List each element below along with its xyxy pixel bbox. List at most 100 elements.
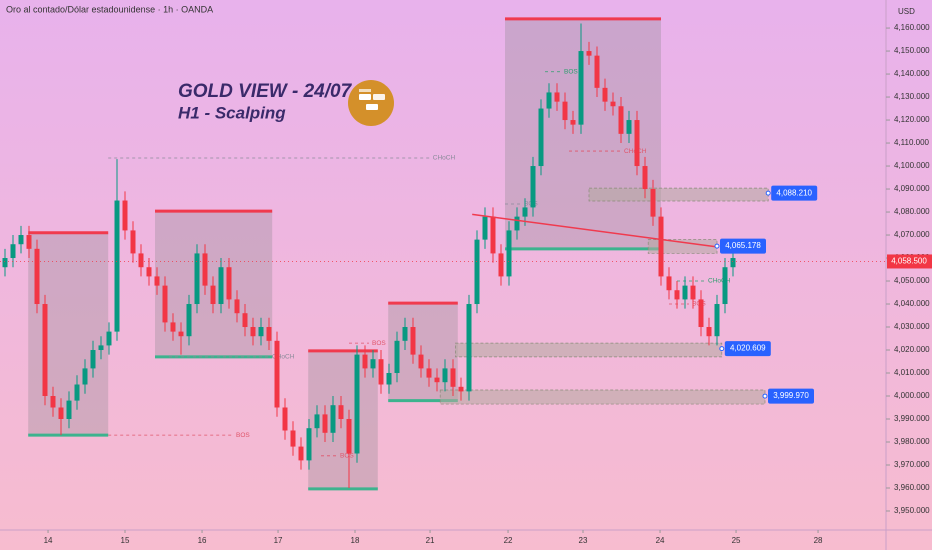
candle-body: [602, 87, 608, 102]
candle-body: [250, 327, 256, 337]
structure-label: CHoCH: [708, 278, 731, 285]
level-label-box: [720, 238, 766, 254]
candle-body: [442, 368, 448, 383]
candle-body: [146, 267, 152, 277]
candle-body: [466, 304, 472, 392]
candle-body: [386, 373, 392, 385]
x-tick-label: 21: [426, 536, 435, 545]
y-tick-label: 3,990.000: [894, 414, 930, 423]
candle-body: [258, 327, 264, 337]
candle-body: [322, 414, 328, 433]
candle-body: [370, 359, 376, 369]
level-label-box: [768, 388, 814, 404]
candle-body: [634, 120, 640, 167]
gold-logo: [348, 80, 394, 126]
candle-body: [218, 267, 224, 305]
candle-body: [706, 327, 712, 337]
candle-body: [474, 239, 480, 305]
x-tick-label: 24: [656, 536, 665, 545]
candle-body: [722, 267, 728, 305]
candle-body: [226, 267, 232, 300]
x-tick-label: 14: [44, 536, 53, 545]
candle-body: [674, 290, 680, 300]
y-tick-label: 4,140.000: [894, 69, 930, 78]
y-tick-label: 4,080.000: [894, 207, 930, 216]
candle-body: [90, 350, 96, 369]
candle-body: [210, 285, 216, 305]
candle-body: [610, 101, 616, 107]
y-tick-label: 3,970.000: [894, 460, 930, 469]
candle-body: [418, 354, 424, 369]
y-tick-label: 4,030.000: [894, 322, 930, 331]
x-tick-label: 23: [579, 536, 588, 545]
candle-body: [546, 92, 552, 109]
candle-body: [690, 285, 696, 300]
candle-body: [618, 106, 624, 134]
level-label-box: [724, 341, 771, 357]
candle-body: [682, 285, 688, 300]
candle-body: [594, 55, 600, 88]
candle-body: [490, 216, 496, 254]
candle-body: [202, 253, 208, 286]
y-tick-label: 4,010.000: [894, 368, 930, 377]
level-point: [719, 346, 725, 352]
candle-body: [18, 235, 24, 245]
x-tick-label: 22: [504, 536, 513, 545]
candle-body: [626, 120, 632, 134]
candle-body: [26, 235, 32, 249]
symbol-title: Oro al contado/Dólar estadounidense · 1h…: [6, 4, 213, 14]
candle-body: [554, 92, 560, 102]
candle-body: [698, 299, 704, 328]
y-tick-label: 4,120.000: [894, 115, 930, 124]
structure-label: CHoCH: [272, 354, 295, 361]
y-tick-label: 4,130.000: [894, 92, 930, 101]
candle-body: [10, 244, 16, 259]
current-price-box: [887, 254, 932, 269]
candle-body: [274, 340, 280, 408]
candle-body: [538, 108, 544, 167]
y-tick-label: 4,110.000: [894, 138, 930, 147]
candle-body: [154, 276, 160, 286]
zone-box: [388, 303, 458, 401]
structure-label: BOS: [340, 453, 354, 460]
y-tick-label: 4,020.000: [894, 345, 930, 354]
candle-body: [2, 258, 8, 268]
y-tick-label: 3,950.000: [894, 506, 930, 515]
candle-body: [242, 313, 248, 328]
level-band: [588, 187, 769, 202]
x-tick-label: 16: [198, 536, 207, 545]
candle-body: [394, 340, 400, 374]
candle-body: [266, 327, 272, 341]
candle-body: [354, 354, 360, 454]
y-tick-label: 4,000.000: [894, 391, 930, 400]
candle-body: [562, 101, 568, 121]
x-tick-label: 18: [351, 536, 360, 545]
headline: H1 - Scalping: [178, 103, 286, 122]
candle-body: [338, 405, 344, 419]
candle-body: [234, 299, 240, 314]
y-tick-label: 3,980.000: [894, 437, 930, 446]
candle-body: [402, 327, 408, 341]
candle-body: [482, 216, 488, 240]
candle-body: [586, 51, 592, 56]
level-label: 4,065.178: [725, 241, 761, 250]
candle-body: [498, 253, 504, 277]
candle-body: [378, 359, 384, 385]
candle-body: [290, 430, 296, 447]
candle-body: [106, 331, 112, 346]
structure-label: BOS: [236, 432, 250, 439]
candle-body: [306, 428, 312, 461]
x-tick-label: 15: [121, 536, 130, 545]
candle-body: [162, 285, 168, 323]
candle-body: [82, 368, 88, 385]
level-label-box: [771, 185, 818, 201]
candle-body: [186, 304, 192, 337]
candle-body: [530, 166, 536, 208]
structure-label: CHoCH: [433, 155, 456, 162]
y-tick-label: 4,090.000: [894, 184, 930, 193]
y-tick-label: 4,070.000: [894, 230, 930, 239]
candle-body: [714, 304, 720, 337]
candle-body: [410, 327, 416, 355]
